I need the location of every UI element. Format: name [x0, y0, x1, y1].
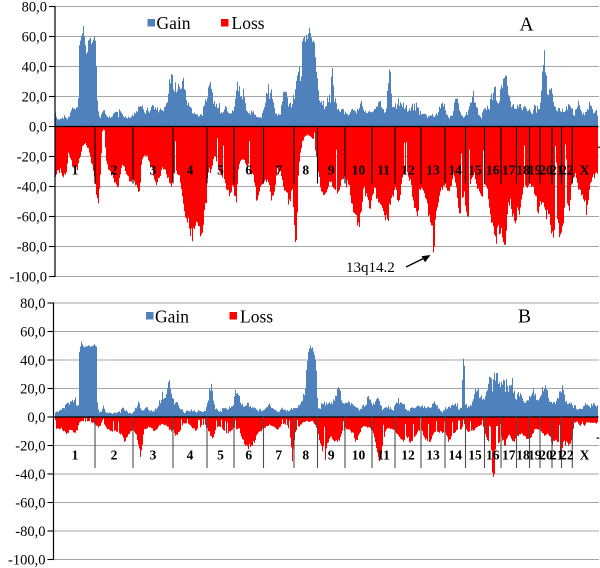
svg-text:8: 8 [302, 163, 309, 178]
svg-text:16: 16 [486, 163, 500, 178]
svg-text:9: 9 [328, 163, 335, 178]
svg-text:-40,0: -40,0 [15, 467, 45, 483]
svg-text:-20,0: -20,0 [17, 149, 47, 165]
svg-text:-80,0: -80,0 [17, 239, 47, 255]
svg-text:3: 3 [150, 448, 157, 463]
svg-text:13: 13 [426, 163, 440, 178]
svg-text:80,0: 80,0 [20, 296, 45, 312]
svg-text:13: 13 [426, 448, 440, 463]
svg-text:10: 10 [352, 448, 366, 463]
svg-text:20,0: 20,0 [22, 89, 47, 105]
svg-text:18: 18 [516, 163, 530, 178]
svg-text:14: 14 [448, 163, 462, 178]
svg-text:21: 21 [550, 163, 564, 178]
svg-text:21: 21 [550, 448, 564, 463]
svg-text:7: 7 [275, 448, 282, 463]
svg-text:19: 19 [528, 448, 542, 463]
svg-text:13q14.2: 13q14.2 [346, 260, 395, 276]
svg-text:6: 6 [245, 448, 252, 463]
svg-text:4: 4 [187, 448, 194, 463]
svg-text:17: 17 [502, 448, 516, 463]
svg-text:X: X [580, 448, 590, 463]
svg-text:60,0: 60,0 [20, 324, 45, 340]
svg-text:-100,0: -100,0 [8, 552, 45, 568]
svg-text:8: 8 [302, 448, 309, 463]
svg-text:-20,0: -20,0 [15, 438, 45, 454]
svg-text:15: 15 [468, 448, 482, 463]
svg-text:9: 9 [328, 448, 335, 463]
svg-text:20: 20 [539, 448, 553, 463]
svg-text:A: A [520, 15, 534, 36]
svg-text:3: 3 [150, 163, 157, 178]
svg-text:17: 17 [502, 163, 516, 178]
svg-text:0,0: 0,0 [27, 410, 45, 426]
svg-text:-60,0: -60,0 [17, 209, 47, 225]
svg-text:4: 4 [187, 163, 194, 178]
svg-text:14: 14 [448, 448, 462, 463]
svg-text:22: 22 [560, 163, 574, 178]
svg-text:-80,0: -80,0 [15, 524, 45, 540]
svg-text:19: 19 [528, 163, 542, 178]
svg-text:Loss: Loss [232, 13, 265, 33]
svg-text:0,0: 0,0 [29, 119, 47, 135]
svg-text:20: 20 [539, 163, 553, 178]
svg-text:40,0: 40,0 [22, 59, 47, 75]
svg-text:20,0: 20,0 [20, 381, 45, 397]
svg-text:11: 11 [377, 448, 390, 463]
svg-text:6: 6 [245, 163, 252, 178]
svg-text:12: 12 [401, 448, 415, 463]
svg-text:5: 5 [217, 448, 224, 463]
svg-text:40,0: 40,0 [20, 353, 45, 369]
svg-text:-100,0: -100,0 [10, 269, 47, 285]
svg-text:15: 15 [468, 163, 482, 178]
svg-text:Gain: Gain [155, 307, 189, 327]
svg-text:5: 5 [217, 163, 224, 178]
svg-text:7: 7 [275, 163, 282, 178]
svg-text:-40,0: -40,0 [17, 179, 47, 195]
svg-text:2: 2 [111, 163, 118, 178]
svg-text:60,0: 60,0 [22, 29, 47, 45]
svg-text:18: 18 [516, 448, 530, 463]
svg-text:Gain: Gain [157, 13, 191, 33]
svg-text:11: 11 [377, 163, 390, 178]
svg-text:22: 22 [560, 448, 574, 463]
svg-text:12: 12 [401, 163, 415, 178]
svg-text:X: X [580, 163, 590, 178]
svg-text:B: B [518, 307, 531, 328]
svg-text:10: 10 [352, 163, 366, 178]
svg-text:Loss: Loss [240, 307, 273, 327]
svg-text:80,0: 80,0 [22, 0, 47, 15]
svg-text:1: 1 [72, 163, 79, 178]
svg-text:2: 2 [111, 448, 118, 463]
svg-text:-60,0: -60,0 [15, 495, 45, 511]
svg-text:16: 16 [486, 448, 500, 463]
svg-text:1: 1 [72, 448, 79, 463]
